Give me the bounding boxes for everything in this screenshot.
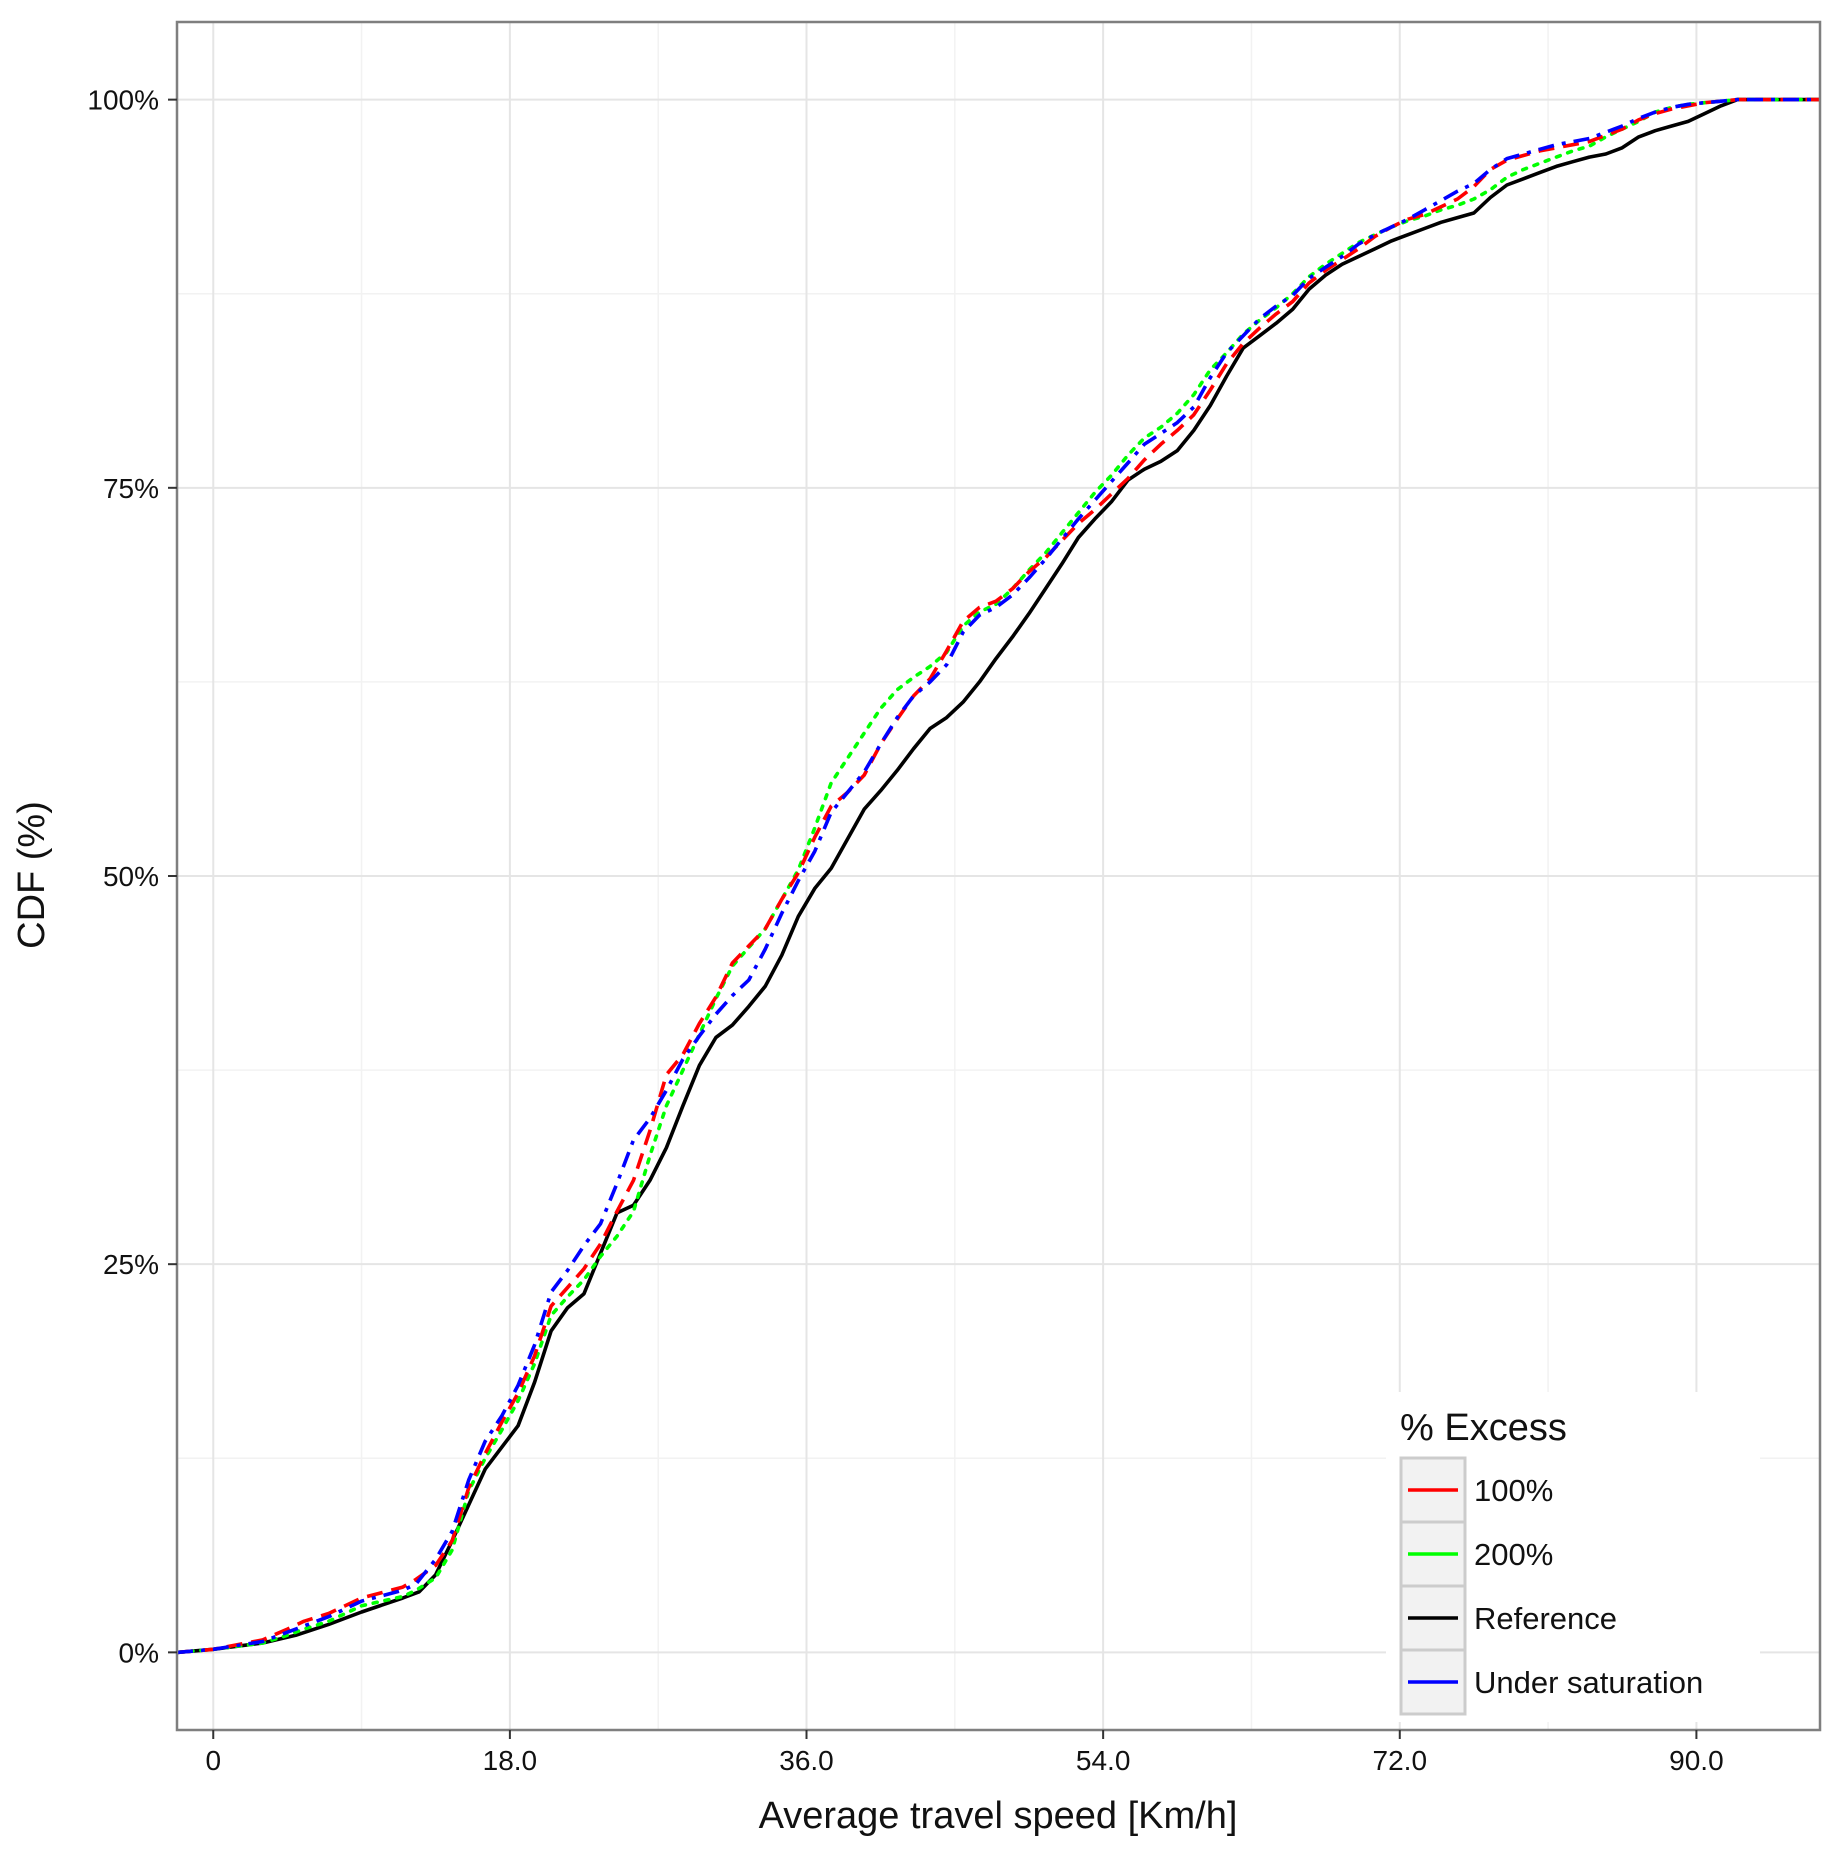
series-line-200 [177, 97, 1820, 1655]
series-line-under-saturation [177, 97, 1820, 1655]
legend: % Excess 100% 200% Reference Under saturati… [1386, 1392, 1760, 1722]
series-line-100 [177, 97, 1820, 1655]
y-axis-title: CDF (%) [11, 801, 53, 949]
major-grid [177, 22, 1820, 1730]
x-tick-label: 0 [205, 1745, 221, 1776]
legend-label: Under saturation [1474, 1665, 1703, 1700]
legend-label: Reference [1474, 1601, 1617, 1636]
x-tick-label: 54.0 [1076, 1745, 1131, 1776]
y-tick-label: 100% [87, 85, 159, 116]
y-tick-label: 0% [119, 1637, 159, 1668]
legend-label: 200% [1474, 1537, 1553, 1572]
series-layer [177, 97, 1820, 1655]
axis-ticks [168, 98, 1698, 1739]
legend-items: 100% 200% Reference Under saturation [1399, 1456, 1703, 1716]
legend-label: 100% [1474, 1473, 1553, 1508]
x-axis-title: Average travel speed [Km/h] [759, 1795, 1238, 1837]
y-tick-labels: 0% 25% 50% 75% 100% [87, 85, 159, 1669]
y-tick-label: 75% [103, 473, 159, 504]
y-tick-label: 50% [103, 861, 159, 892]
x-tick-label: 18.0 [483, 1745, 538, 1776]
x-tick-label: 36.0 [779, 1745, 834, 1776]
y-tick-label: 25% [103, 1249, 159, 1280]
x-tick-label: 90.0 [1669, 1745, 1724, 1776]
x-tick-label: 72.0 [1373, 1745, 1428, 1776]
x-tick-labels: 0 18.0 36.0 54.0 72.0 90.0 [205, 1745, 1723, 1776]
series-line-reference [177, 97, 1820, 1655]
legend-title: % Excess [1400, 1407, 1567, 1449]
